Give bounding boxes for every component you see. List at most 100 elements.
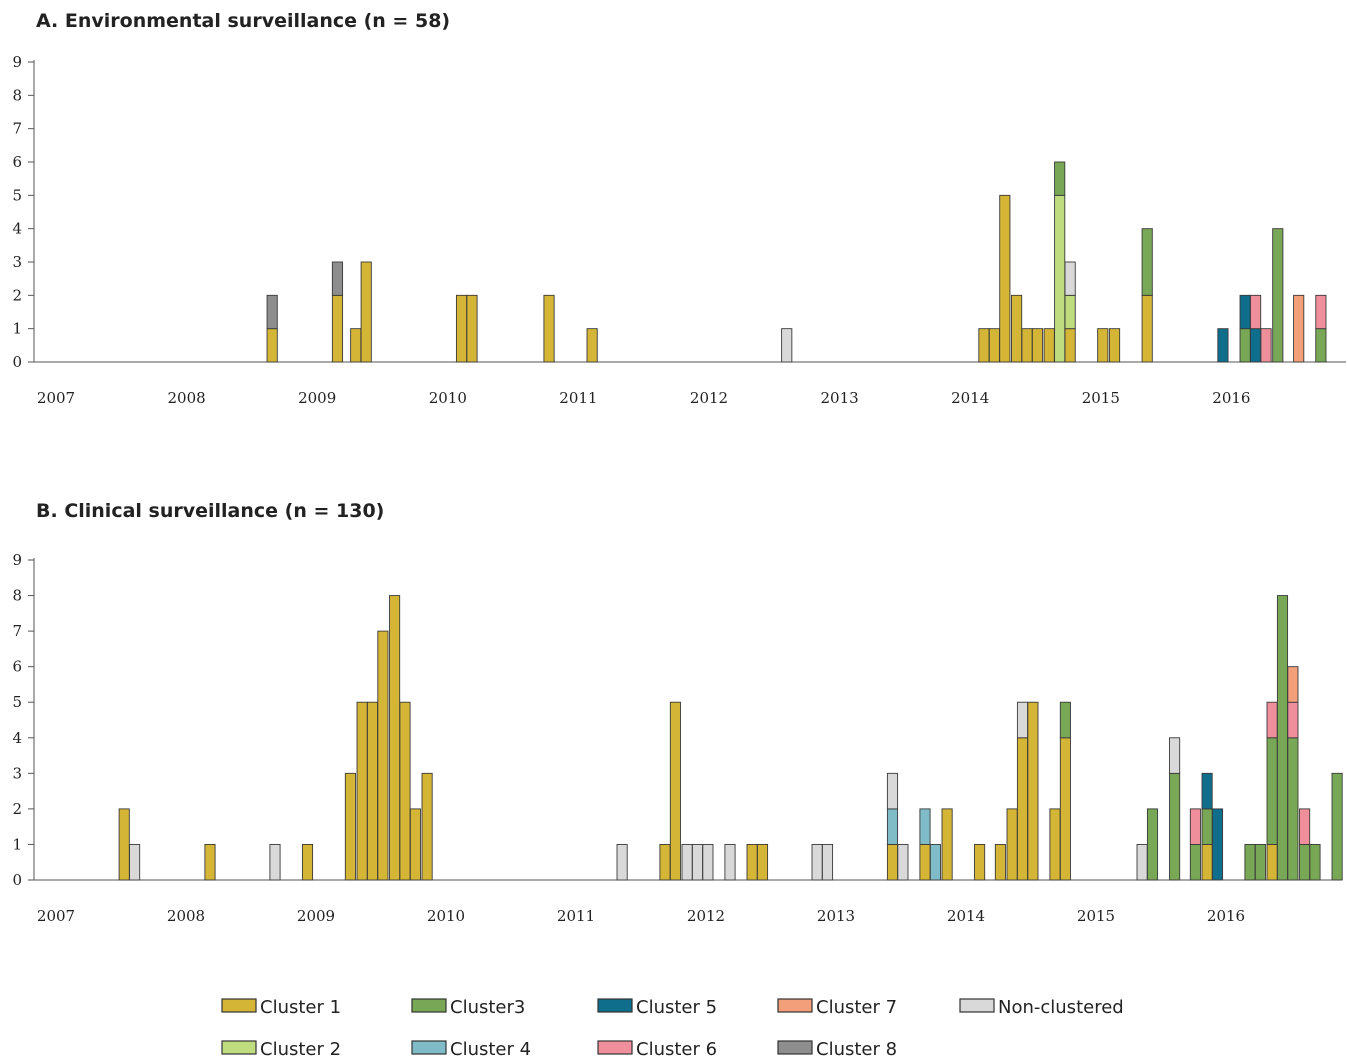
bar-segment-cluster-5 [1239, 294, 1251, 330]
bar-a [988, 328, 1000, 363]
legend-swatch [959, 998, 995, 1013]
bar-segment-cluster-8 [331, 261, 344, 296]
bar-segment-cluster-1 [366, 701, 379, 881]
bar-b [616, 843, 628, 881]
bar-segment-cluster-1 [1016, 737, 1029, 881]
bar-segment-cluster-4 [886, 808, 899, 845]
x-tick-label: 2015 [1082, 389, 1120, 407]
legend-label: Cluster 2 [260, 1039, 341, 1059]
bar-b [669, 701, 681, 881]
legend-label: Cluster3 [450, 997, 525, 1018]
legend-swatch [777, 998, 813, 1013]
bar-b [941, 808, 953, 881]
bar-segment-cluster-3 [1299, 843, 1311, 881]
legend-label: Cluster 5 [636, 997, 717, 1018]
bar-b [1189, 808, 1201, 881]
bar-segment-cluster-1 [978, 328, 990, 363]
y-tick-label: 1 [12, 320, 22, 338]
x-tick-label: 2008 [167, 907, 205, 925]
bar-b [399, 701, 411, 881]
bar-b [919, 808, 931, 881]
legend-item-cluster-8: Cluster 8 [777, 1039, 897, 1059]
y-tick-label: 3 [12, 764, 22, 782]
bar-segment-cluster-1 [204, 843, 216, 881]
bar-segment-cluster-3 [1244, 843, 1256, 881]
bar-a [360, 261, 372, 363]
bar-segment-cluster-3 [1266, 737, 1278, 845]
y-tick-label: 6 [12, 658, 22, 676]
bar-a [1272, 228, 1284, 363]
bar-a [1043, 328, 1055, 363]
bar-segment-cluster-3 [1201, 808, 1213, 845]
legend-swatch [411, 1040, 447, 1055]
bar-b [1027, 701, 1039, 881]
y-tick-label: 6 [12, 153, 22, 171]
bar-b [356, 701, 368, 881]
bar-segment-cluster-5 [1250, 328, 1262, 363]
y-tick-label: 9 [12, 551, 22, 569]
x-tick-label: 2012 [690, 389, 728, 407]
bar-b [886, 772, 899, 881]
y-tick-label: 8 [12, 86, 22, 104]
panel-b-title: B. Clinical surveillance (n = 130) [36, 500, 384, 522]
bar-b [1309, 843, 1321, 881]
bar-segment-cluster-5 [1201, 772, 1213, 810]
bar-segment-cluster-1 [941, 808, 953, 881]
x-tick-label: 2013 [817, 907, 855, 925]
bar-segment-cluster-1 [1021, 328, 1033, 363]
bar-a [1141, 228, 1153, 363]
bar-a [1097, 328, 1109, 363]
bar-segment-cluster-1 [1031, 328, 1044, 363]
bar-b [821, 843, 834, 881]
bar-segment-non-clustered [1064, 261, 1076, 296]
x-tick-label: 2014 [947, 907, 985, 925]
legend-swatch [221, 1040, 257, 1055]
legend-item-cluster-6: Cluster 6 [597, 1039, 717, 1059]
x-tick-label: 2015 [1077, 907, 1115, 925]
bar-b [994, 843, 1006, 881]
bar-a [350, 328, 362, 363]
bar-segment-cluster-1 [421, 772, 433, 881]
legend-item-cluster-2: Cluster 2 [221, 1039, 341, 1059]
bar-segment-cluster-1 [1043, 328, 1055, 363]
bar-segment-cluster-1 [746, 843, 758, 881]
legend-swatch [597, 1040, 633, 1055]
bar-segment-cluster-1 [409, 808, 421, 881]
legend-label: Cluster 1 [260, 997, 341, 1018]
bar-a [1108, 328, 1121, 363]
bar-segment-cluster-5 [1211, 808, 1224, 881]
x-tick-label: 2012 [687, 907, 725, 925]
legend-item-cluster-1: Cluster 1 [221, 997, 341, 1018]
bar-a [1054, 161, 1066, 363]
bar-segment-cluster-1 [1108, 328, 1121, 363]
bar-segment-cluster-2 [1064, 294, 1076, 330]
x-tick-label: 2014 [951, 389, 989, 407]
x-tick-label: 2007 [37, 907, 75, 925]
bar-segment-cluster-1 [999, 194, 1011, 363]
bar-segment-cluster-1 [399, 701, 411, 881]
bar-segment-cluster-1 [344, 772, 356, 881]
bar-b [389, 595, 401, 881]
y-tick-label: 4 [12, 729, 22, 747]
bar-a [1064, 261, 1076, 363]
bar-segment-cluster-3 [1141, 228, 1153, 296]
legend-item-cluster-5: Cluster 5 [597, 997, 717, 1018]
legend-item-cluster-7: Cluster 7 [777, 997, 897, 1018]
bar-b [1211, 808, 1224, 881]
legend-label: Cluster 8 [816, 1039, 897, 1059]
bar-segment-cluster-3 [1189, 843, 1201, 881]
bar-segment-cluster-4 [929, 843, 941, 881]
bar-b [974, 843, 986, 881]
bar-b [1059, 701, 1071, 881]
y-tick-label: 5 [12, 186, 22, 204]
bar-segment-cluster-1 [1011, 294, 1023, 363]
bar-a [466, 294, 478, 363]
y-tick-label: 2 [12, 800, 22, 818]
bar-segment-cluster-2 [1054, 194, 1066, 363]
bar-segment-cluster-1 [466, 294, 478, 363]
legend-swatch [597, 998, 633, 1013]
bar-segment-cluster-7 [1287, 666, 1299, 703]
bar-b [1244, 843, 1256, 881]
y-tick-label: 9 [12, 53, 22, 71]
y-tick-label: 3 [12, 253, 22, 271]
